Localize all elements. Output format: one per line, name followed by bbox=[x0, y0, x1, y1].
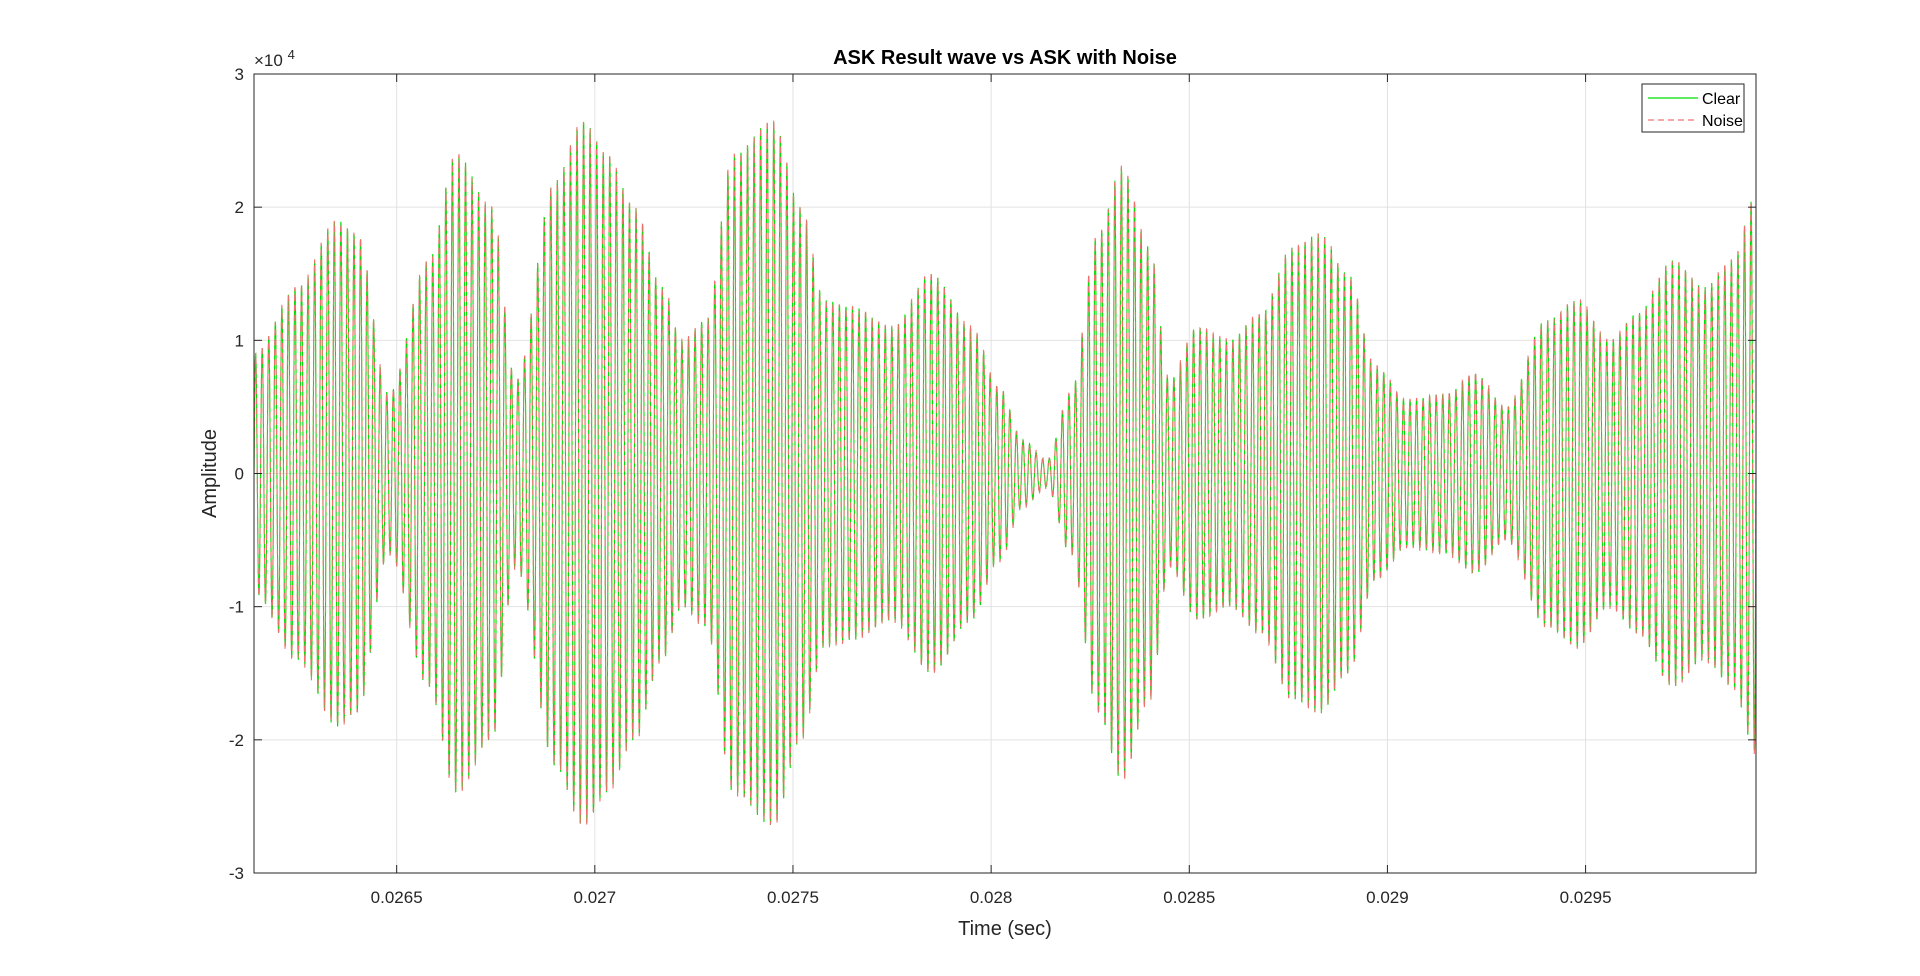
x-tick-label: 0.0285 bbox=[1163, 888, 1215, 907]
series-noise-line bbox=[254, 120, 1756, 825]
y-exponent-base: ×10 bbox=[254, 51, 283, 70]
ticks: 0.0265 0.027 0.0275 0.028 0.0285 0.029 0.0295 -… bbox=[229, 65, 1756, 907]
x-axis-label: Time (sec) bbox=[958, 918, 1052, 940]
y-tick-label: -1 bbox=[229, 598, 244, 617]
y-axis-label: Amplitude bbox=[199, 429, 221, 518]
y-tick-label: -3 bbox=[229, 864, 244, 883]
series-clear-line bbox=[254, 122, 1756, 826]
chart-title: ASK Result wave vs ASK with Noise bbox=[833, 47, 1177, 69]
y-tick-label: 0 bbox=[235, 465, 244, 484]
legend: Clear Noise bbox=[1641, 83, 1745, 133]
x-tick-label: 0.0275 bbox=[767, 888, 819, 907]
legend-label-noise: Noise bbox=[1702, 113, 1743, 130]
x-tick-label: 0.027 bbox=[574, 888, 617, 907]
x-tick-label: 0.029 bbox=[1366, 888, 1409, 907]
series-layer bbox=[254, 120, 1756, 826]
y-axis-exponent: ×10 4 bbox=[254, 47, 295, 70]
x-tick-label: 0.0265 bbox=[371, 888, 423, 907]
legend-label-clear: Clear bbox=[1702, 91, 1741, 108]
x-tick-label: 0.0295 bbox=[1560, 888, 1612, 907]
y-tick-label: 3 bbox=[235, 65, 244, 84]
x-tick-label: 0.028 bbox=[970, 888, 1013, 907]
y-exponent-power: 4 bbox=[288, 47, 295, 62]
legend-box bbox=[1641, 83, 1745, 133]
y-tick-label: 1 bbox=[235, 331, 244, 350]
y-tick-label: -2 bbox=[229, 731, 244, 750]
y-tick-label: 2 bbox=[235, 198, 244, 217]
